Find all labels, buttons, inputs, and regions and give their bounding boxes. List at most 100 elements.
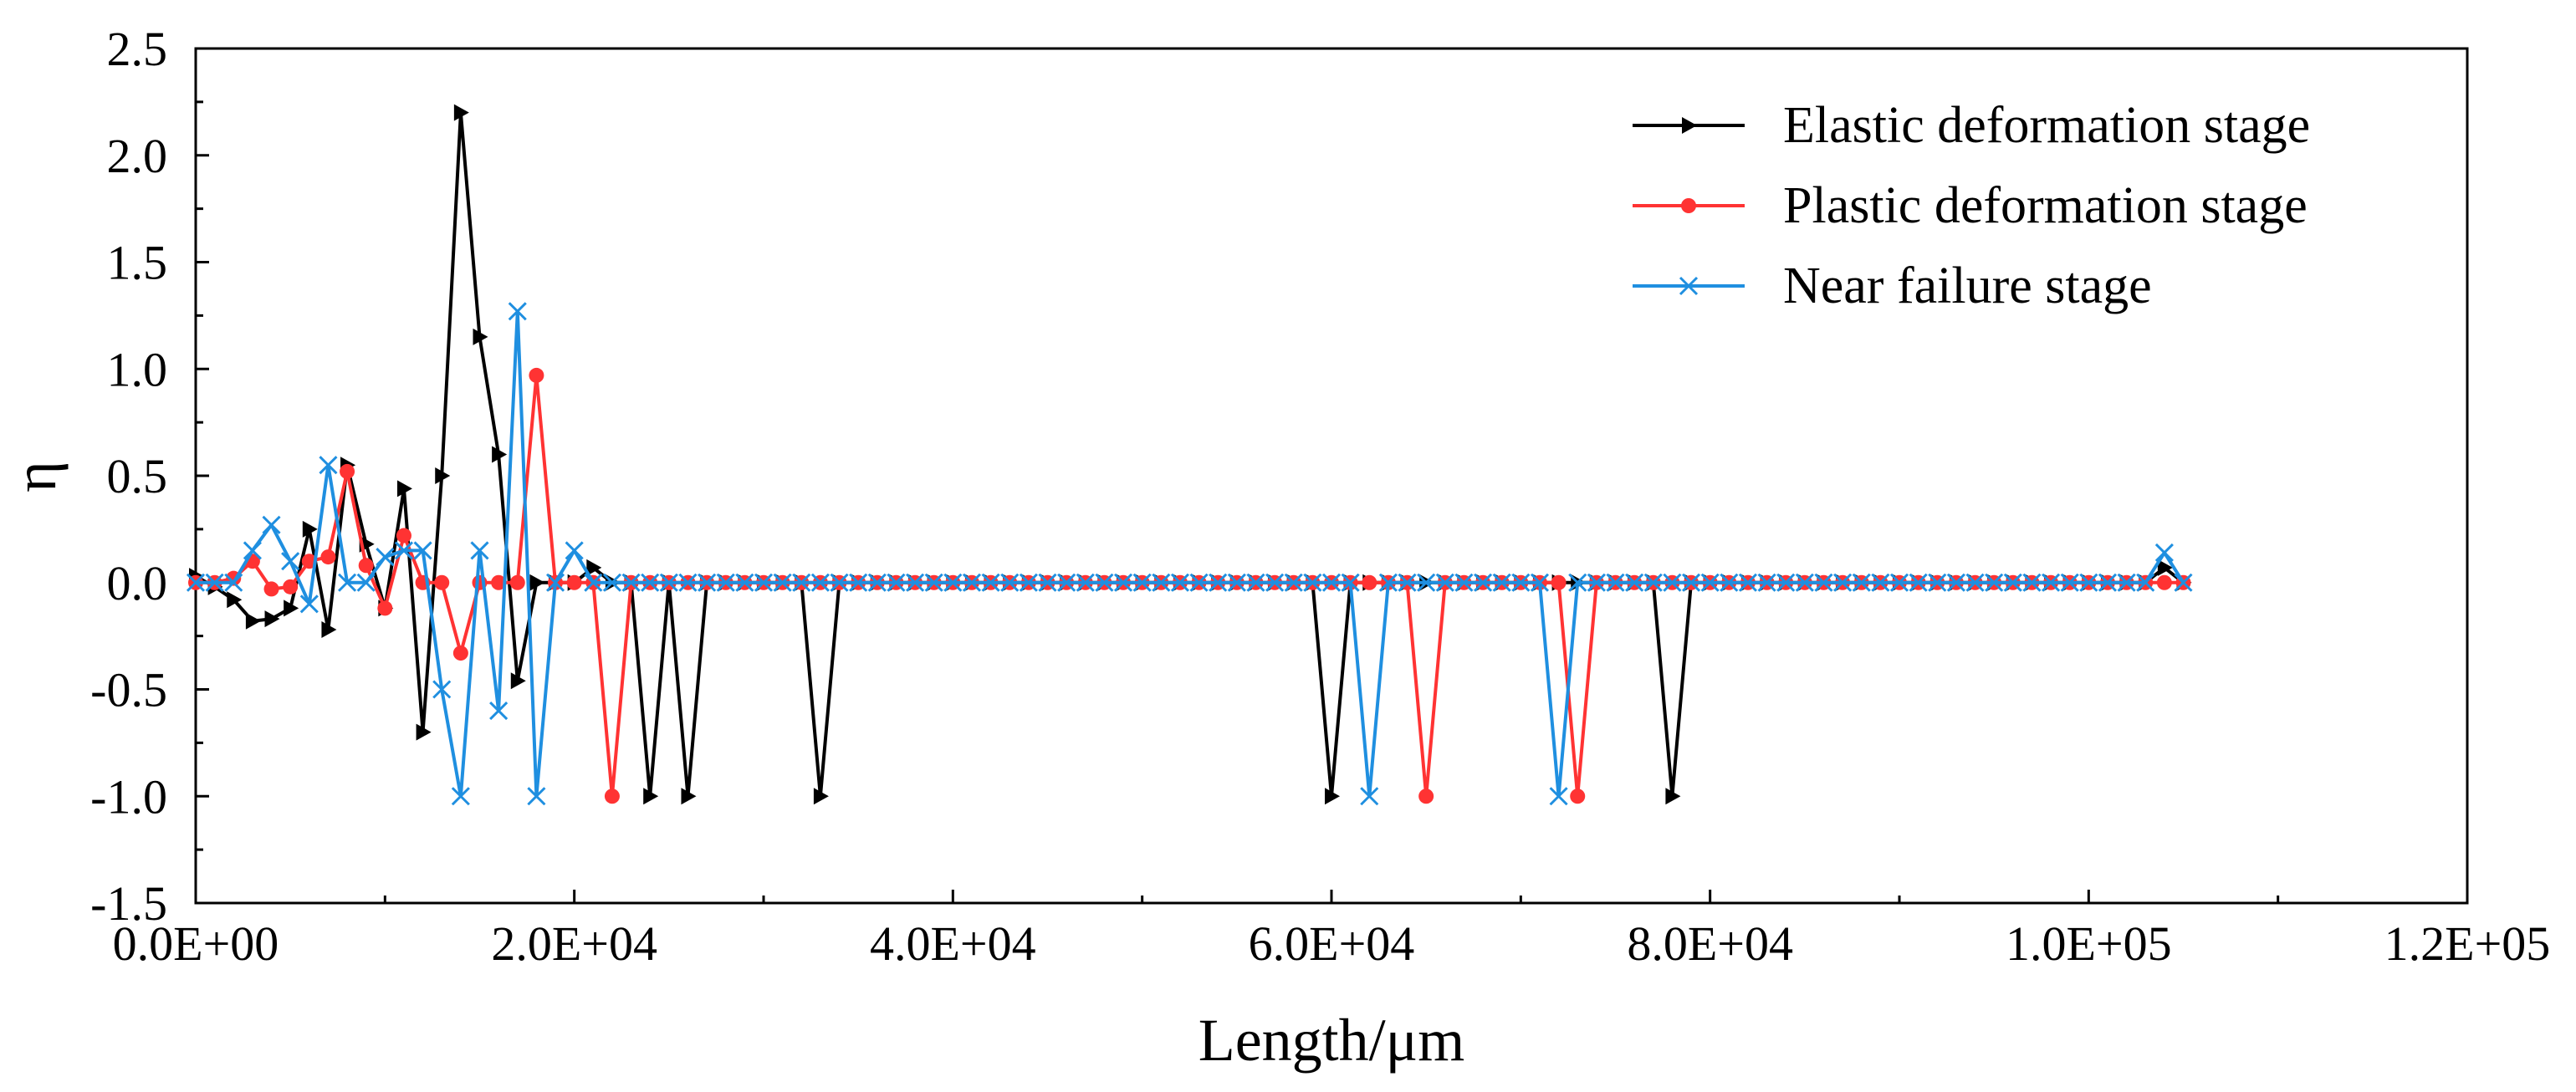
data-point [792,573,811,592]
data-point [264,610,280,628]
data-point [735,573,754,592]
data-point [1152,573,1171,592]
data-point [1814,573,1833,592]
legend: Elastic deformation stage Plastic deforma… [1633,97,2310,314]
data-point [1019,573,1038,592]
data-point [849,573,868,592]
data-point [813,788,829,805]
data-point [1321,573,1342,592]
data-point [1720,573,1739,592]
data-point [509,574,525,590]
data-point [621,573,641,592]
x-tick-label: 4.0E+04 [870,916,1036,971]
data-point [1265,573,1285,592]
data-point [641,573,660,592]
data-point [1132,573,1152,592]
data-point [284,600,299,617]
data-point [1303,573,1322,592]
data-point [698,573,717,592]
y-axis-title: η [2,461,69,492]
x-tick-label: 0.0E+00 [113,916,279,971]
data-point [489,701,509,721]
data-point [299,594,319,614]
data-point [281,552,300,571]
legend-entry: Plastic deformation stage [1633,177,2308,234]
data-point [962,573,982,592]
data-point [1551,574,1567,590]
data-point [1909,573,1928,592]
series-line [196,309,2185,799]
data-point [1549,787,1568,806]
series-layer [186,104,2193,806]
data-point [394,541,414,560]
data-point [1000,573,1020,592]
data-point [830,573,849,592]
data-point [205,573,224,592]
data-point [2156,574,2172,590]
data-point [1341,573,1360,592]
series-1 [188,367,2191,804]
data-point [377,600,393,616]
legend-label: Elastic deformation stage [1783,97,2310,154]
data-point [470,541,489,560]
data-point [924,573,943,592]
y-tick-label: -1.5 [90,876,167,931]
data-point [1511,573,1531,592]
data-point [810,573,830,592]
data-point [584,573,603,592]
legend-label: Near failure stage [1783,258,2152,314]
data-point [1492,573,1511,592]
data-point [245,612,261,630]
data-point [1435,573,1454,592]
data-point [473,328,488,345]
data-point [340,463,355,479]
data-point [604,788,620,804]
y-tick-label: 0.0 [107,556,168,610]
x-tick-label: 6.0E+04 [1249,916,1415,971]
data-point [243,541,262,560]
data-point [1038,573,1057,592]
data-point [1360,787,1379,806]
data-point [432,680,452,699]
data-point [492,446,508,463]
data-point [1418,788,1434,804]
data-point [1663,573,1682,592]
data-point [2174,573,2193,592]
data-point [1362,574,1377,590]
data-point [1776,573,1796,592]
data-point [2042,573,2061,592]
y-tick-label: 2.5 [107,22,168,76]
legend-marker [1679,276,1699,296]
data-point [1076,573,1095,592]
data-point [943,573,963,592]
data-point [1530,573,1550,592]
data-point [754,573,774,592]
x-tick-label: 2.0E+04 [491,916,657,971]
data-point [716,573,735,592]
data-point [659,573,678,592]
data-point [566,574,582,590]
data-point [1681,573,1701,592]
data-point [529,574,545,591]
data-point [527,787,546,806]
legend-entry: Near failure stage [1633,258,2152,314]
y-tick-label: -0.5 [90,663,167,717]
data-point [376,548,395,567]
data-point [1209,573,1228,592]
data-point [1643,573,1663,592]
data-point [508,302,527,321]
legend-marker [1681,198,1696,213]
data-point [2136,573,2155,592]
data-point [491,574,507,590]
data-point [1889,573,1909,592]
data-point [453,104,469,121]
data-point [1325,788,1340,805]
axis-tick-labels: 0.0E+00 2.0E+04 4.0E+04 6.0E+04 8.0E+04 1.0E+… [90,22,2550,971]
data-point [1606,573,1625,592]
data-point [678,573,698,592]
data-point [319,456,338,475]
legend-marker [1682,117,1697,134]
data-point [1625,573,1644,592]
data-point [262,515,281,534]
data-point [1587,573,1606,592]
